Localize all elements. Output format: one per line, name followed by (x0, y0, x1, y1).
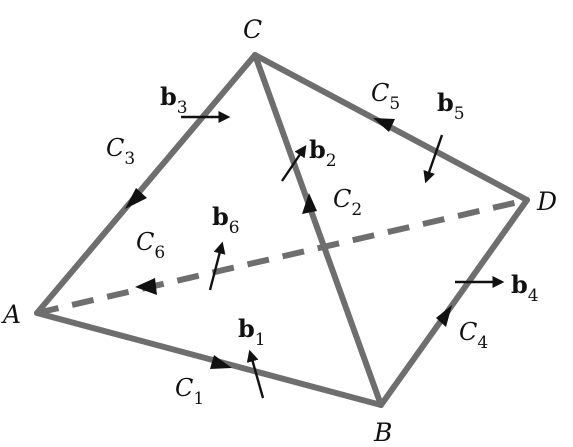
normal-label-b5: b5 (437, 88, 465, 124)
edge-ab-c1 (34, 310, 384, 408)
vertex-label-c: C (243, 15, 262, 44)
normal-label-b2: b2 (309, 135, 337, 171)
vertex-label-d: D (536, 187, 557, 216)
vertex-label-b: B (373, 418, 392, 447)
b5-vector (423, 134, 444, 184)
edge-bc-c2 (252, 52, 384, 408)
curve-label-c3: C3 (106, 134, 135, 169)
normal-label-b1: b1 (238, 314, 266, 350)
curve-label-c1: C1 (175, 374, 204, 409)
vertex-label-a: A (1, 300, 21, 329)
c3-direction-arrow (125, 188, 147, 209)
curve-label-c4: C4 (459, 318, 488, 353)
edge-bd-c4 (378, 197, 530, 408)
c1-direction-arrow (210, 355, 232, 369)
curve-label-c5: C5 (371, 79, 400, 114)
c6-direction-arrow (135, 278, 157, 295)
normal-label-b3: b3 (160, 82, 188, 118)
c4-direction-arrow (436, 305, 452, 327)
curve-label-c6: C6 (136, 228, 165, 263)
b1-vector (246, 349, 265, 399)
c2-direction-arrow (302, 193, 317, 214)
edge-ac-c3 (34, 52, 258, 316)
b2-vector (281, 145, 307, 182)
edge-ad-c6 (36, 197, 528, 316)
curve-label-c2: C2 (333, 185, 362, 220)
normal-label-b4: b4 (511, 270, 539, 306)
normal-label-b6: b6 (212, 202, 240, 238)
c5-direction-arrow (373, 118, 395, 132)
b6-vector (208, 241, 226, 291)
